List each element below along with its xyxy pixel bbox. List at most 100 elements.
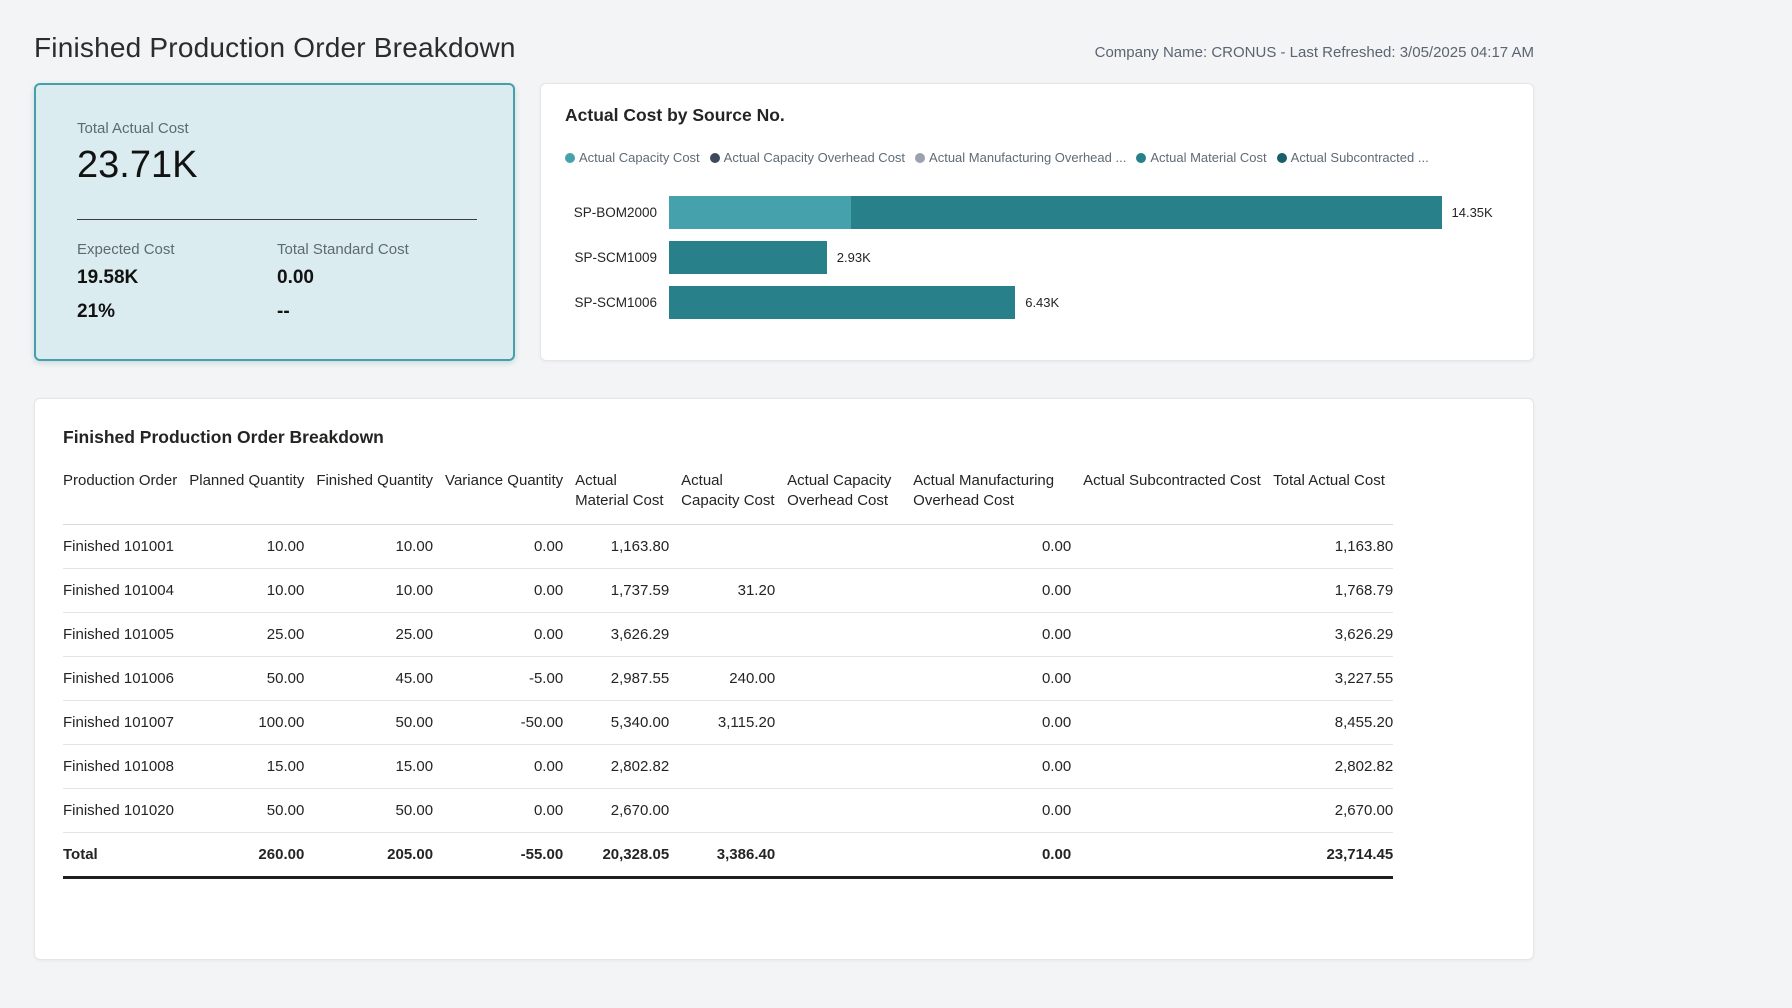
column-header-1[interactable]: Production Order [63, 465, 190, 525]
value-cell: -50.00 [445, 700, 576, 745]
legend-item[interactable]: Actual Capacity Cost [565, 150, 700, 165]
value-cell: 3,626.29 [1273, 612, 1394, 657]
value-cell: 240.00 [681, 656, 788, 701]
column-header-9[interactable]: Actual Subcontracted Cost [1083, 465, 1274, 525]
value-cell: 0.00 [445, 568, 576, 613]
chart-legend: Actual Capacity Cost Actual Capacity Over… [565, 150, 1509, 165]
value-cell [787, 612, 914, 657]
value-cell: 3,386.40 [681, 832, 788, 879]
value-cell: 10.00 [316, 568, 446, 613]
value-cell: 0.00 [445, 524, 576, 569]
bar-segment-actual-capacity-cost[interactable] [669, 196, 852, 229]
kpi-value: 23.71K [77, 144, 198, 186]
value-cell [1083, 568, 1274, 613]
value-cell: 0.00 [913, 788, 1084, 833]
value-cell [681, 612, 788, 657]
column-header-6[interactable]: Actual Capacity Cost [681, 465, 788, 525]
table-row[interactable]: Finished 101005 25.00 25.00 0.00 3,626.29 0.0… [63, 612, 1394, 657]
table-row[interactable]: Finished 101007 100.00 50.00 -50.00 5,340.00… [63, 700, 1394, 745]
value-cell [681, 744, 788, 789]
value-cell: 205.00 [316, 832, 446, 879]
value-cell: 3,626.29 [575, 612, 682, 657]
row-label-cell: Finished 101004 [63, 568, 190, 613]
value-cell: 50.00 [189, 788, 317, 833]
legend-label: Actual Subcontracted ... [1290, 150, 1429, 165]
legend-label: Actual Manufacturing Overhead ... [929, 150, 1127, 165]
column-header-4[interactable]: Variance Quantity [445, 465, 576, 525]
bar-value-label: 2.93K [836, 250, 871, 265]
legend-label: Actual Material Cost [1150, 150, 1267, 165]
bar-segment-actual-material-cost[interactable] [669, 286, 1016, 319]
column-header-5[interactable]: Actual Material Cost [575, 465, 682, 525]
column-header-7[interactable]: Actual Capacity Overhead Cost [787, 465, 914, 525]
value-cell: 45.00 [316, 656, 446, 701]
value-cell [787, 524, 914, 569]
legend-item[interactable]: Actual Material Cost [1136, 150, 1267, 165]
bar-category-label: SP-SCM1006 [574, 295, 657, 310]
row-label-cell: Finished 101001 [63, 524, 190, 569]
value-cell: 2,987.55 [575, 656, 682, 701]
kpi-metric-sub-value: 21% [77, 301, 116, 322]
value-cell: 15.00 [316, 744, 446, 789]
value-cell: 0.00 [913, 656, 1084, 701]
table-total-row[interactable]: Total 260.00 205.00 -55.00 20,328.05 3,386.40… [63, 832, 1394, 879]
legend-label: Actual Capacity Overhead Cost [723, 150, 906, 165]
table-row[interactable]: Finished 101020 50.00 50.00 0.00 2,670.00 0.0… [63, 788, 1394, 833]
value-cell: 0.00 [913, 612, 1084, 657]
bar-segment-actual-material-cost[interactable] [669, 241, 827, 274]
value-cell: -5.00 [445, 656, 576, 701]
row-label-cell: Finished 101020 [63, 788, 190, 833]
row-label-cell: Finished 101005 [63, 612, 190, 657]
column-header-2[interactable]: Planned Quantity [189, 465, 317, 525]
value-cell: 0.00 [913, 832, 1084, 879]
page-title: Finished Production Order Breakdown [34, 32, 516, 63]
value-cell [681, 788, 788, 833]
kpi-divider [77, 219, 477, 220]
legend-item[interactable]: Actual Manufacturing Overhead ... [915, 150, 1126, 165]
kpi-metric-sub-value: -- [277, 301, 290, 322]
kpi-metric-value: 19.58K [77, 267, 139, 288]
chart-title: Actual Cost by Source No. [565, 105, 785, 125]
company-refresh-info: Company Name: CRONUS - Last Refreshed: 3… [1094, 44, 1534, 61]
value-cell: 0.00 [445, 788, 576, 833]
bar-row: SP-BOM2000 14.35K [565, 196, 1509, 229]
row-label-cell: Finished 101008 [63, 744, 190, 789]
actual-cost-by-source-chart-card: Actual Cost by Source No. Actual Capacit… [540, 83, 1534, 361]
value-cell: 1,768.79 [1273, 568, 1394, 613]
value-cell: 31.20 [681, 568, 788, 613]
table-row[interactable]: Finished 101006 50.00 45.00 -5.00 2,987.55 24… [63, 656, 1394, 701]
value-cell: 1,163.80 [1273, 524, 1394, 569]
breakdown-table-card: Finished Production Order Breakdown Prod… [34, 398, 1534, 960]
table-row[interactable]: Finished 101004 10.00 10.00 0.00 1,737.59 31.… [63, 568, 1394, 613]
kpi-metric-label: Expected Cost [77, 241, 175, 258]
bar-track: 14.35K [669, 196, 1509, 229]
value-cell: 100.00 [189, 700, 317, 745]
row-label-cell: Total [63, 832, 190, 879]
total-actual-cost-kpi-card: Total Actual Cost 23.71K Expected Cost 1… [34, 83, 515, 361]
bar-segment-actual-material-cost[interactable] [851, 196, 1442, 229]
bar-track: 6.43K [669, 286, 1509, 319]
value-cell [1083, 788, 1274, 833]
value-cell: 50.00 [316, 700, 446, 745]
legend-item[interactable]: Actual Capacity Overhead Cost [709, 150, 906, 165]
value-cell [1083, 524, 1274, 569]
table-row[interactable]: Finished 101001 10.00 10.00 0.00 1,163.80 0.0… [63, 524, 1394, 569]
value-cell: 3,227.55 [1273, 656, 1394, 701]
table-row[interactable]: Finished 101008 15.00 15.00 0.00 2,802.82 0.0… [63, 744, 1394, 789]
value-cell [787, 700, 914, 745]
column-header-10[interactable]: Total Actual Cost [1273, 465, 1394, 525]
column-header-3[interactable]: Finished Quantity [316, 465, 446, 525]
value-cell: 0.00 [445, 612, 576, 657]
legend-item[interactable]: Actual Subcontracted ... [1276, 150, 1429, 165]
value-cell: 0.00 [913, 568, 1084, 613]
kpi-title: Total Actual Cost [77, 120, 189, 137]
legend-dot-icon [565, 152, 575, 163]
legend-label: Actual Capacity Cost [579, 150, 700, 165]
breakdown-table: Production Order Planned Quantity Finished… [63, 465, 1394, 879]
value-cell: 260.00 [189, 832, 317, 879]
value-cell: 2,802.82 [575, 744, 682, 789]
legend-dot-icon [915, 152, 926, 163]
column-header-8[interactable]: Actual Manufacturing Overhead Cost [913, 465, 1084, 525]
bar-track: 2.93K [669, 241, 1509, 274]
row-label-cell: Finished 101007 [63, 700, 190, 745]
